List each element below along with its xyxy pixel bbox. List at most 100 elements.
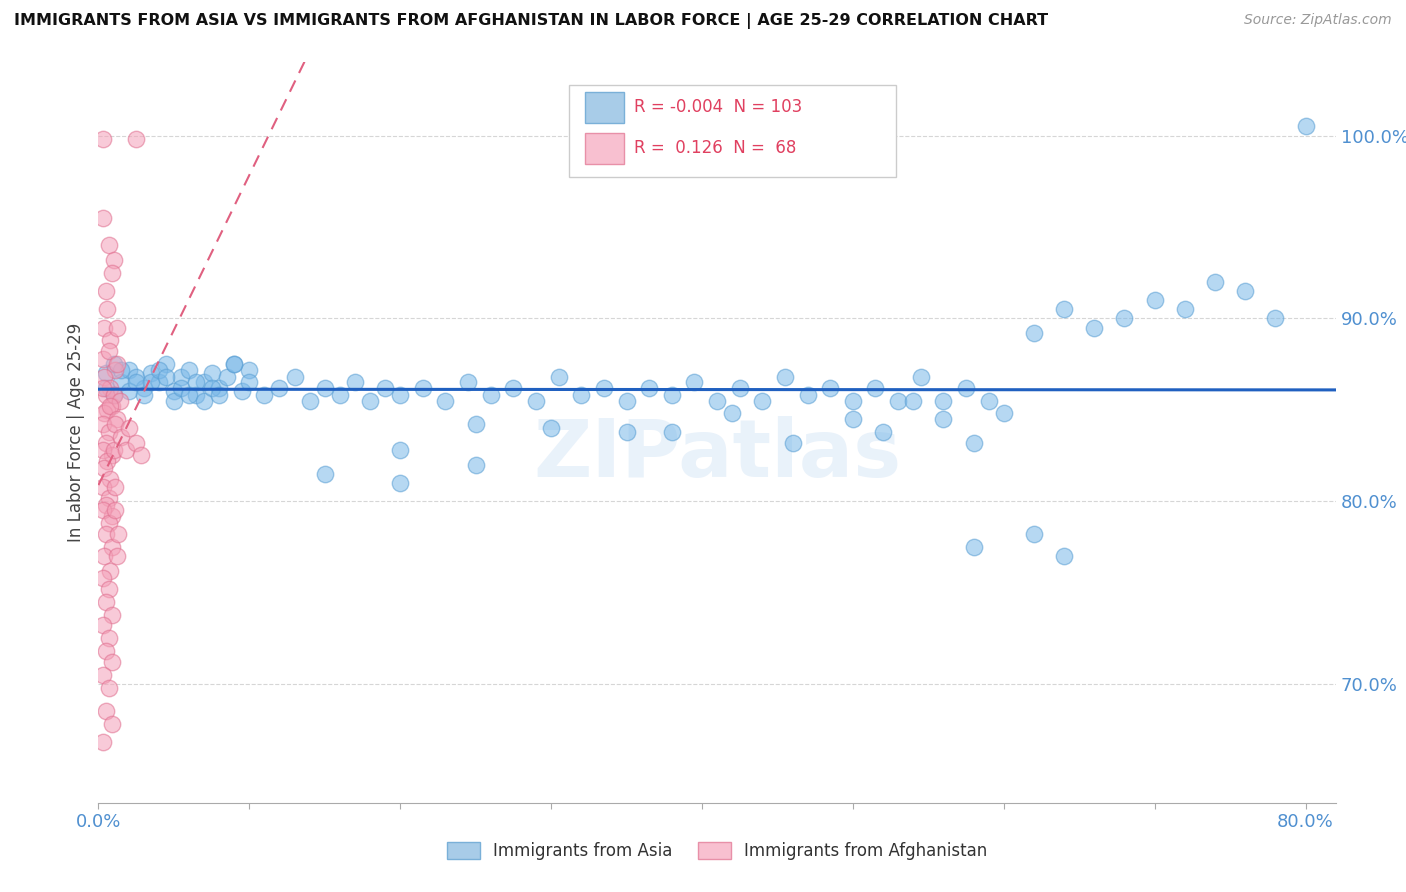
Point <box>91 132 114 146</box>
Point <box>683 376 706 390</box>
Point <box>224 357 246 371</box>
Point <box>93 406 115 420</box>
Point <box>93 320 115 334</box>
Point <box>616 425 638 439</box>
Point <box>91 668 114 682</box>
Point <box>94 644 117 658</box>
Point <box>108 393 131 408</box>
Point <box>434 393 457 408</box>
Point <box>91 351 114 366</box>
Point <box>94 498 117 512</box>
Point <box>98 582 121 596</box>
Point <box>238 362 260 376</box>
Point <box>110 362 132 376</box>
Point <box>1264 311 1286 326</box>
Point <box>186 388 208 402</box>
Point <box>502 381 524 395</box>
Legend: Immigrants from Asia, Immigrants from Afghanistan: Immigrants from Asia, Immigrants from Af… <box>439 834 995 869</box>
Point <box>215 369 238 384</box>
Point <box>269 381 291 395</box>
Point <box>98 491 121 505</box>
Point <box>148 362 170 376</box>
Point <box>94 366 117 380</box>
Point <box>91 211 114 225</box>
Point <box>103 442 125 457</box>
Point <box>103 252 125 267</box>
Point <box>818 381 841 395</box>
Point <box>751 393 773 408</box>
Point <box>93 369 115 384</box>
Point <box>100 399 122 413</box>
Point <box>547 369 569 384</box>
Point <box>96 302 118 317</box>
Point <box>107 527 129 541</box>
Text: ZIPatlas: ZIPatlas <box>533 416 901 494</box>
Point <box>141 366 163 380</box>
Point <box>593 381 616 395</box>
Point <box>706 393 728 408</box>
Point <box>842 412 865 426</box>
Point <box>193 376 215 390</box>
Point <box>100 334 122 348</box>
FancyBboxPatch shape <box>568 85 897 178</box>
Point <box>177 362 200 376</box>
Point <box>163 393 186 408</box>
Point <box>155 369 177 384</box>
Point <box>782 435 804 450</box>
Point <box>101 607 124 622</box>
Point <box>253 388 276 402</box>
Text: R =  0.126  N =  68: R = 0.126 N = 68 <box>634 138 797 157</box>
Point <box>91 479 114 493</box>
Point <box>479 388 502 402</box>
Point <box>105 357 128 371</box>
Point <box>125 376 148 390</box>
Point <box>359 393 381 408</box>
Point <box>1022 527 1045 541</box>
Point <box>110 430 132 444</box>
Point <box>374 381 396 395</box>
Point <box>329 388 352 402</box>
Point <box>186 376 208 390</box>
Point <box>100 381 122 395</box>
Y-axis label: In Labor Force | Age 25-29: In Labor Force | Age 25-29 <box>66 323 84 542</box>
Point <box>101 399 124 413</box>
Point <box>208 388 231 402</box>
Point <box>163 384 186 399</box>
Point <box>98 681 121 695</box>
Point <box>103 388 125 402</box>
Point <box>132 388 155 402</box>
Point <box>464 417 486 432</box>
Point <box>94 595 117 609</box>
Point <box>962 540 984 554</box>
Point <box>105 412 128 426</box>
Point <box>200 381 222 395</box>
Point <box>104 417 127 432</box>
Point <box>616 393 638 408</box>
Point <box>91 417 114 432</box>
Point <box>101 540 124 554</box>
Point <box>170 381 193 395</box>
Point <box>101 508 124 523</box>
Point <box>125 435 148 450</box>
Point <box>125 132 148 146</box>
Point <box>903 393 925 408</box>
Point <box>796 388 818 402</box>
Text: R = -0.004  N = 103: R = -0.004 N = 103 <box>634 98 803 116</box>
Point <box>91 735 114 749</box>
Point <box>721 406 744 420</box>
Point <box>110 376 132 390</box>
Point <box>932 393 955 408</box>
Point <box>98 516 121 530</box>
Point <box>464 458 486 472</box>
Point <box>231 384 253 399</box>
Point <box>125 369 148 384</box>
Point <box>91 618 114 632</box>
Point <box>96 454 118 468</box>
Point <box>98 344 121 359</box>
Point <box>101 717 124 731</box>
Point <box>148 376 170 390</box>
Point <box>389 442 412 457</box>
Point <box>343 376 366 390</box>
Point <box>98 238 121 252</box>
Point <box>98 425 121 439</box>
